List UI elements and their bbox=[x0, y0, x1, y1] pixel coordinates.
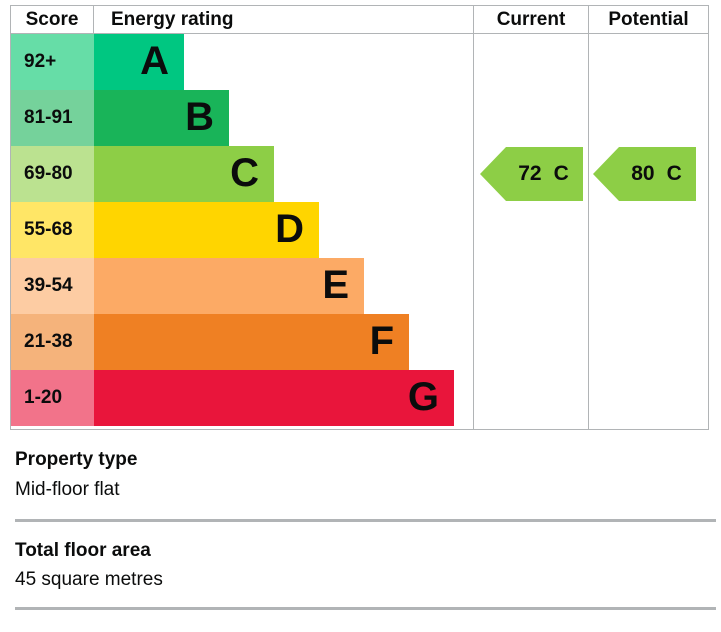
score-range-g: 1-20 bbox=[11, 370, 94, 426]
band-bar-f: F bbox=[94, 314, 409, 370]
band-bar-g: G bbox=[94, 370, 454, 426]
rating-band-row-d: 55-68 D bbox=[11, 202, 708, 258]
rating-band-row-a: 92+ A bbox=[11, 34, 708, 90]
chart-header: Score Energy rating Current Potential bbox=[11, 6, 708, 34]
rating-band-row-b: 81-91 B bbox=[11, 90, 708, 146]
band-bar-d: D bbox=[94, 202, 319, 258]
total-floor-area-label: Total floor area bbox=[15, 540, 151, 561]
rating-band-row-f: 21-38 F bbox=[11, 314, 708, 370]
score-range-c: 69-80 bbox=[11, 146, 94, 202]
energy-rating-column-header: Energy rating bbox=[111, 9, 234, 30]
rating-band-row-g: 1-20 G bbox=[11, 370, 708, 426]
band-bar-e: E bbox=[94, 258, 364, 314]
potential-column-header: Potential bbox=[608, 9, 689, 30]
current-column-header: Current bbox=[496, 9, 566, 30]
band-bar-c: C bbox=[94, 146, 274, 202]
score-range-b: 81-91 bbox=[11, 90, 94, 146]
property-type-label: Property type bbox=[15, 449, 138, 470]
score-range-a: 92+ bbox=[11, 34, 94, 90]
energy-rating-chart: Score Energy rating Current Potential 92… bbox=[10, 5, 709, 430]
current-rating-letter: C bbox=[553, 162, 569, 185]
potential-column-divider bbox=[588, 6, 589, 429]
section-divider bbox=[15, 519, 716, 522]
rating-band-rows: 92+ A 81-91 B 69-80 C 55-68 D 39-54 E 21-38 F 1-20 G bbox=[11, 34, 708, 426]
section-divider bbox=[15, 607, 716, 610]
score-column-header: Score bbox=[11, 6, 94, 33]
potential-rating-letter: C bbox=[666, 162, 682, 185]
band-bar-b: B bbox=[94, 90, 229, 146]
rating-band-row-c: 69-80 C bbox=[11, 146, 708, 202]
current-rating-value: 72 bbox=[518, 162, 542, 185]
band-bar-a: A bbox=[94, 34, 184, 90]
potential-rating-value: 80 bbox=[631, 162, 655, 185]
current-column-divider bbox=[473, 6, 474, 429]
score-range-e: 39-54 bbox=[11, 258, 94, 314]
rating-band-row-e: 39-54 E bbox=[11, 258, 708, 314]
total-floor-area-value: 45 square metres bbox=[15, 569, 163, 590]
score-range-f: 21-38 bbox=[11, 314, 94, 370]
score-range-d: 55-68 bbox=[11, 202, 94, 258]
property-type-value: Mid-floor flat bbox=[15, 479, 120, 500]
